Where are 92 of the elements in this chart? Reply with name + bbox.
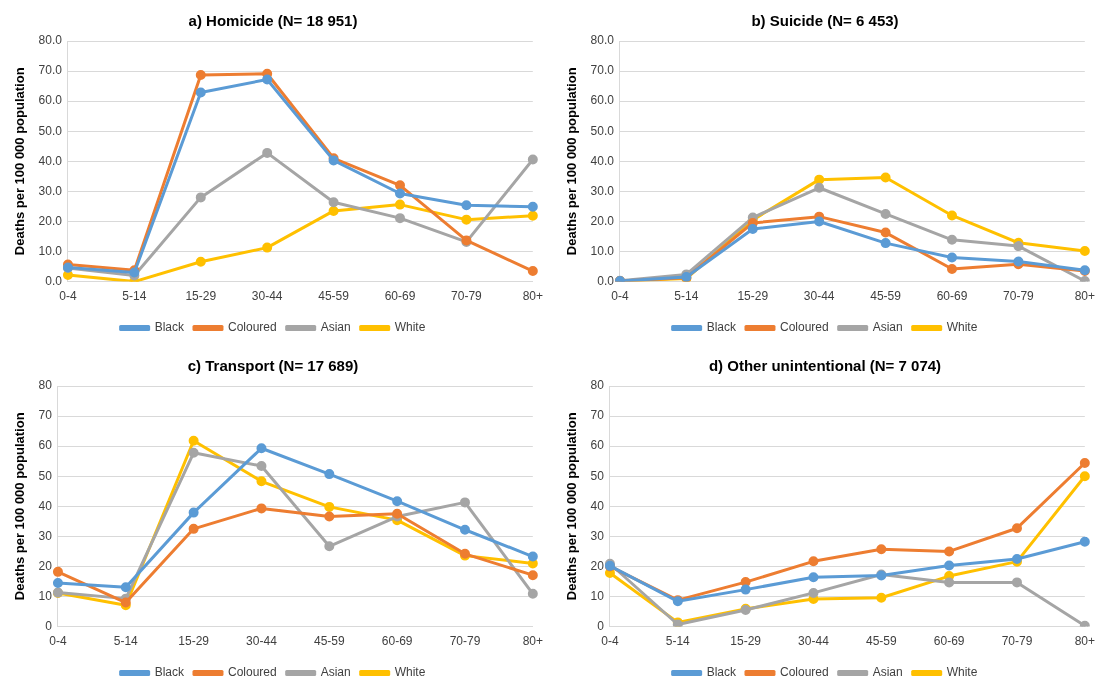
y-tick-label: 70.0 [38,63,63,78]
y-axis-title: Deaths per 100 000 population [564,67,580,256]
legend-label: Asian [872,320,903,335]
x-tick-label: 70-79 [1003,289,1035,304]
y-tick-label: 40 [590,498,605,513]
x-tick-label: 0-4 [59,289,77,304]
legend-label: Black [706,320,737,335]
x-tick-label: 15-29 [737,289,769,304]
y-axis-title: Deaths per 100 000 population [564,412,580,601]
legend-label: Black [154,665,185,680]
x-tick-label: 70-79 [451,289,483,304]
x-tick-label: 60-69 [936,289,968,304]
x-tick-label: 80+ [1074,634,1095,649]
chart-title: b) Suicide (N= 6 453) [751,12,899,30]
x-tick-label: 15-29 [730,634,762,649]
x-tick-label: 15-29 [185,289,217,304]
y-axis-title: Deaths per 100 000 population [12,67,28,256]
y-tick-label: 80 [38,378,53,393]
chart-title: c) Transport (N= 17 689) [187,357,359,375]
y-tick-label: 80.0 [38,33,63,48]
y-tick-label: 60.0 [38,93,63,108]
y-tick-label: 20.0 [590,213,615,228]
legend-label: Black [154,320,185,335]
y-tick-label: 0.0 [45,273,63,288]
y-tick-label: 80 [590,378,605,393]
y-tick-label: 10 [38,588,53,603]
x-tick-label: 45-59 [318,289,350,304]
legend-label: White [394,665,426,680]
x-tick-label: 0-4 [49,634,67,649]
y-tick-label: 0.0 [597,273,615,288]
chart-title: d) Other unintentional (N= 7 074) [708,357,942,375]
y-tick-label: 30.0 [590,183,615,198]
y-tick-label: 30.0 [38,183,63,198]
x-tick-label: 80+ [522,634,543,649]
x-tick-label: 5-14 [113,634,139,649]
x-tick-label: 70-79 [1001,634,1033,649]
y-tick-label: 0 [597,618,605,633]
x-tick-label: 45-59 [313,634,345,649]
y-tick-label: 40.0 [38,153,63,168]
y-tick-label: 70 [38,408,53,423]
y-tick-label: 60.0 [590,93,615,108]
x-tick-label: 60-69 [381,634,413,649]
legend-label: Asian [320,665,351,680]
x-tick-label: 0-4 [601,634,619,649]
x-tick-label: 30-44 [246,634,278,649]
legend-label: Black [706,665,737,680]
x-tick-label: 70-79 [449,634,481,649]
legend-label: White [946,665,978,680]
x-tick-label: 60-69 [933,634,965,649]
y-tick-label: 20 [590,558,605,573]
chart-title: a) Homicide (N= 18 951) [188,12,358,30]
legend-label: Coloured [779,320,829,335]
y-tick-label: 50 [590,468,605,483]
x-tick-label: 60-69 [384,289,416,304]
y-tick-label: 50.0 [38,123,63,138]
x-tick-label: 45-59 [870,289,902,304]
y-tick-label: 0 [45,618,53,633]
y-tick-label: 10.0 [590,243,615,258]
y-tick-label: 80.0 [590,33,615,48]
x-tick-label: 80+ [1074,289,1095,304]
legend-label: Coloured [227,665,277,680]
y-tick-label: 30 [590,528,605,543]
legend-label: White [946,320,978,335]
y-tick-label: 50.0 [590,123,615,138]
y-tick-label: 70 [590,408,605,423]
y-tick-label: 10.0 [38,243,63,258]
x-tick-label: 80+ [522,289,543,304]
x-tick-label: 15-29 [178,634,210,649]
legend-label: Asian [320,320,351,335]
y-tick-label: 20 [38,558,53,573]
y-axis-title: Deaths per 100 000 population [12,412,28,601]
x-tick-label: 30-44 [251,289,283,304]
y-tick-label: 60 [590,438,605,453]
x-tick-label: 30-44 [803,289,835,304]
y-tick-label: 40.0 [590,153,615,168]
x-tick-label: 30-44 [798,634,830,649]
y-tick-label: 70.0 [590,63,615,78]
y-tick-label: 50 [38,468,53,483]
y-tick-label: 20.0 [38,213,63,228]
x-tick-label: 5-14 [665,634,691,649]
x-tick-label: 5-14 [674,289,699,304]
y-tick-label: 10 [590,588,605,603]
legend-label: Coloured [227,320,277,335]
x-tick-label: 0-4 [611,289,629,304]
y-tick-label: 40 [38,498,53,513]
x-tick-label: 5-14 [122,289,147,304]
legend-label: Coloured [779,665,829,680]
legend-label: Asian [872,665,903,680]
y-tick-label: 60 [38,438,53,453]
y-tick-label: 30 [38,528,53,543]
x-tick-label: 45-59 [865,634,897,649]
legend-label: White [394,320,426,335]
